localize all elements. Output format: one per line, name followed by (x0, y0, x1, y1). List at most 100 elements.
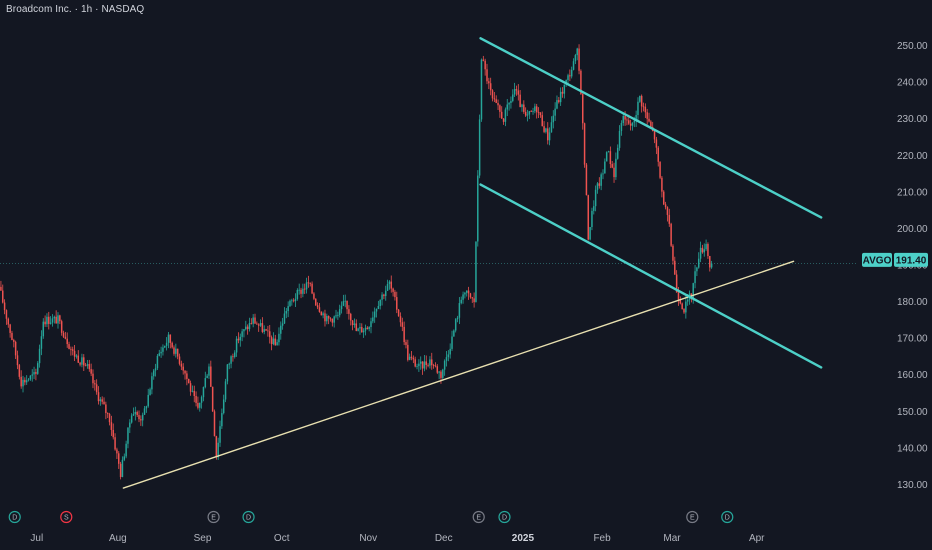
candle-body (414, 359, 416, 367)
candle-body (697, 258, 700, 268)
candle-body (156, 355, 159, 369)
event-marker-d[interactable] (8, 510, 21, 524)
candle-body (663, 191, 665, 205)
candle-body (298, 289, 300, 291)
candle-body (265, 329, 267, 331)
time-axis[interactable]: Jul Aug Sep Oct Nov Dec 2025 Feb Mar Apr (30, 533, 765, 544)
candle-body (534, 106, 536, 112)
trendlines-layer[interactable] (122, 37, 823, 489)
candle-body (502, 118, 505, 122)
candle-body (248, 323, 251, 330)
candle-body (493, 98, 496, 100)
candle-body (167, 334, 170, 343)
candle-body (403, 326, 405, 343)
candle-body (313, 293, 315, 299)
candle-body (618, 130, 621, 148)
candle-body (116, 449, 118, 454)
event-marker-e[interactable] (207, 510, 220, 524)
candle-body (471, 297, 474, 299)
candle-body (294, 298, 297, 302)
candle-body (200, 397, 203, 403)
x-tick-label: Aug (109, 533, 127, 544)
candle-body (686, 299, 689, 302)
candle-body (281, 323, 284, 326)
candle-body (696, 267, 698, 272)
candle-body (83, 357, 85, 366)
candle-body (456, 317, 459, 320)
candle-body (110, 422, 113, 430)
candle-body (699, 247, 702, 259)
candle-body (42, 321, 45, 337)
candle-body (335, 315, 337, 317)
candle-body (397, 309, 400, 317)
event-marker-d[interactable] (721, 510, 734, 524)
candle-body (504, 109, 507, 122)
candle-body (55, 316, 57, 324)
candle-body (379, 299, 381, 307)
candle-body (407, 344, 409, 360)
candle-body (0, 286, 2, 291)
candle-body (9, 324, 11, 333)
event-marker-e[interactable] (686, 510, 699, 524)
candle-body (252, 317, 254, 324)
trendline-support[interactable] (122, 260, 795, 489)
y-tick-label: 180.00 (897, 297, 928, 308)
candle-body (464, 292, 466, 295)
candle-body (173, 347, 175, 354)
candle-body (388, 281, 391, 284)
candle-body (73, 350, 76, 357)
candle-body (583, 123, 586, 165)
candle-body (499, 105, 501, 112)
candle-body (646, 112, 648, 119)
candle-body (506, 104, 509, 110)
candle-body (692, 283, 694, 298)
trendline-channel-lower[interactable] (479, 183, 823, 369)
candle-body (129, 422, 131, 428)
candle-body (659, 161, 661, 178)
event-marker-d[interactable] (242, 510, 255, 524)
candle-body (140, 419, 142, 421)
candle-body (206, 375, 208, 379)
candle-body (291, 300, 293, 302)
candle-body (362, 330, 365, 333)
candle-body (523, 104, 525, 112)
event-marker-s[interactable] (60, 510, 73, 524)
candle-body (237, 338, 240, 341)
candle-body (79, 362, 81, 365)
candle-body (333, 316, 335, 323)
candle-body (138, 415, 140, 420)
candle-body (210, 366, 212, 387)
candle-body (132, 414, 135, 416)
candle-body (257, 324, 260, 326)
candle-body (342, 301, 345, 306)
event-marker-letter: S (64, 515, 69, 522)
candle-body (440, 371, 442, 378)
candle-body (105, 404, 107, 413)
candle-body (48, 316, 50, 324)
event-marker-e[interactable] (472, 510, 485, 524)
candle-body (598, 183, 601, 186)
trendline-channel-upper[interactable] (479, 37, 823, 219)
candle-body (454, 319, 457, 331)
x-tick-label: Feb (593, 533, 611, 544)
candle-body (431, 359, 433, 366)
candle-body (243, 329, 245, 332)
x-tick-label: Oct (274, 533, 290, 544)
event-marker-d[interactable] (498, 510, 511, 524)
candle-body (593, 206, 595, 211)
candle-body (178, 356, 181, 364)
candle-body (318, 307, 321, 312)
candle-body (674, 260, 676, 275)
candle-body (421, 361, 424, 369)
candle-body (469, 293, 472, 298)
candle-body (475, 241, 477, 303)
candle-body (528, 111, 531, 115)
candle-body (121, 459, 124, 477)
candle-body (162, 347, 164, 352)
candle-body (149, 389, 151, 395)
candle-body (701, 247, 704, 253)
candle-body (71, 349, 74, 351)
